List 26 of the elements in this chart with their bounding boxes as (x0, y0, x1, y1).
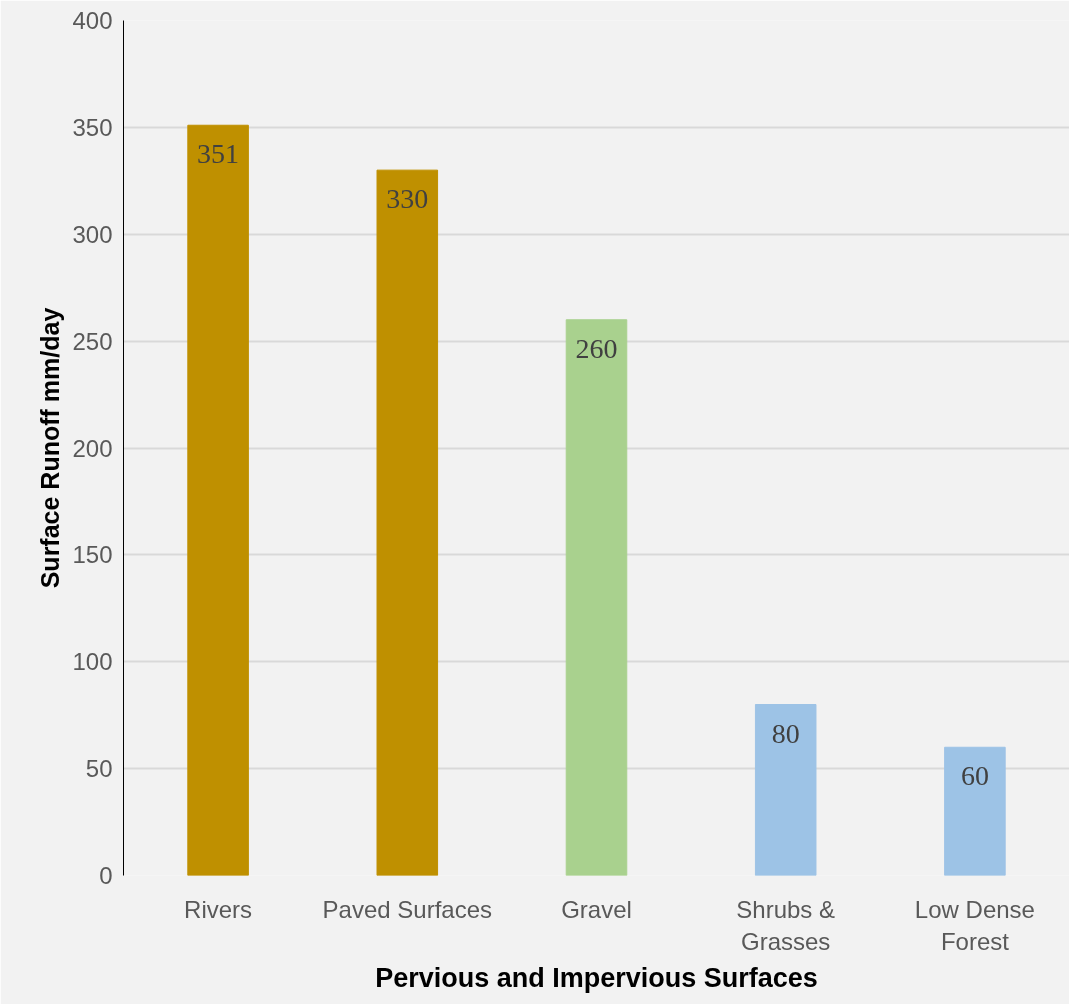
y-tick-label: 250 (72, 327, 113, 355)
bar (187, 124, 249, 876)
bar (565, 319, 628, 876)
x-axis-title: Pervious and Impervious Surfaces (375, 962, 818, 993)
y-tick-label: 200 (72, 434, 113, 462)
y-tick-label: 350 (72, 113, 113, 141)
y-axis-title: Surface Runoff mm/day (36, 307, 65, 589)
bar (944, 746, 1006, 876)
x-tick-label: Gravel (561, 895, 632, 923)
data-label: 60 (960, 760, 989, 792)
data-label: 260 (575, 332, 618, 364)
y-tick-label: 50 (85, 755, 113, 783)
data-label: 330 (386, 183, 429, 215)
data-label: 351 (197, 138, 240, 170)
x-tick-label: Low Dense Forest (914, 895, 1035, 955)
bar (754, 704, 817, 876)
x-tick-label: Shrubs & Grasses (736, 895, 836, 955)
x-tick-label: Paved Surfaces (322, 895, 493, 923)
data-label: 80 (771, 717, 800, 749)
bar (376, 169, 439, 876)
y-tick-label: 150 (72, 541, 113, 569)
y-tick-label: 400 (72, 7, 113, 34)
x-tick-label: Rivers (184, 895, 253, 923)
y-tick-label: 100 (72, 648, 113, 676)
y-tick-label: 300 (72, 220, 113, 248)
y-tick-label: 0 (99, 862, 113, 889)
